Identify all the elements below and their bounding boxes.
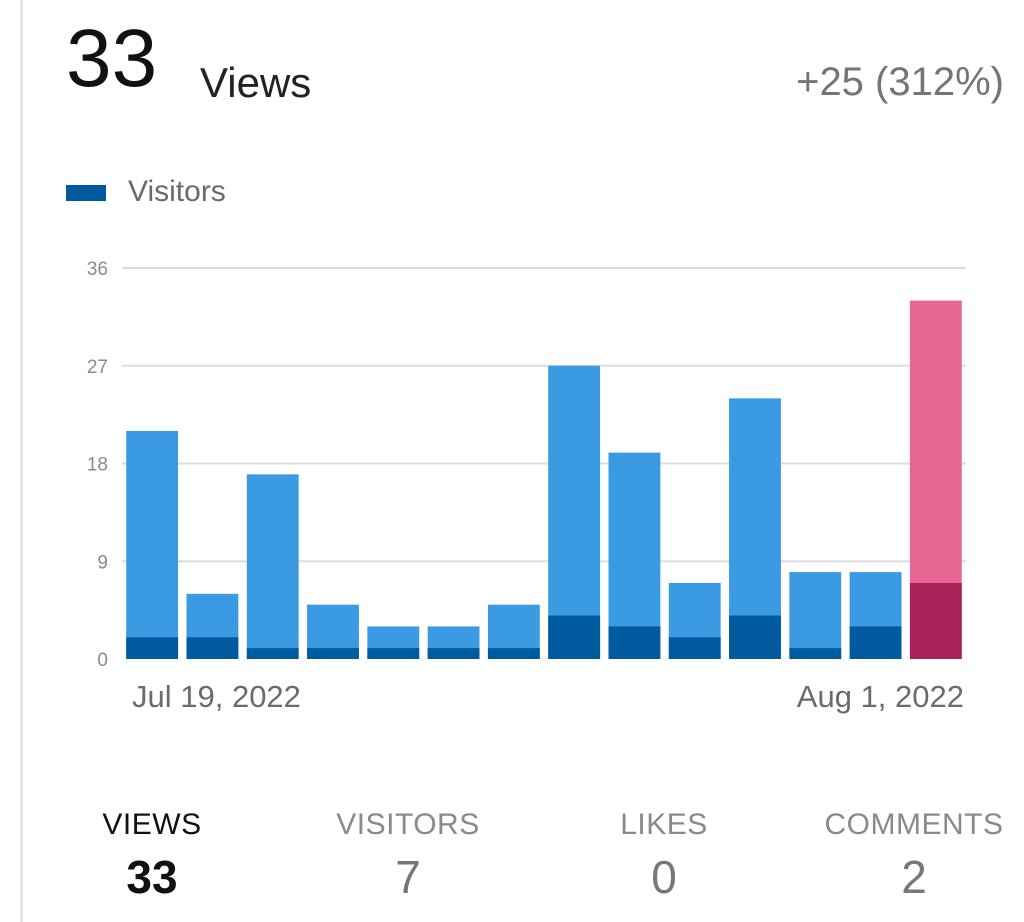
legend-swatch-visitors (66, 185, 106, 201)
stat-visitors-value: 7 (395, 851, 421, 903)
x-tick-label-start: Jul 19, 2022 (132, 679, 301, 714)
stat-comments-value: 2 (901, 851, 927, 903)
bar-visitors-14[interactable] (909, 582, 962, 659)
stat-likes[interactable]: LIKES 0 (554, 808, 774, 904)
left-divider (20, 0, 23, 922)
bar-views-3[interactable] (246, 474, 299, 659)
bar-visitors-6[interactable] (427, 648, 480, 659)
bar-visitors-2[interactable] (186, 637, 239, 659)
bar-views-1[interactable] (126, 430, 179, 659)
stat-views-label: VIEWS (102, 808, 202, 841)
y-tick-label: 18 (87, 455, 108, 476)
bar-visitors-8[interactable] (548, 615, 601, 659)
bar-visitors-12[interactable] (789, 648, 842, 659)
views-change: +25 (312%) (796, 60, 1004, 104)
bar-visitors-9[interactable] (608, 626, 661, 659)
bars (126, 300, 962, 659)
bar-visitors-4[interactable] (307, 648, 359, 659)
bar-visitors-5[interactable] (367, 648, 420, 659)
y-tick-label: 27 (87, 357, 108, 378)
y-tick-label: 0 (97, 650, 108, 671)
stat-likes-value: 0 (651, 851, 677, 903)
bar-views-9[interactable] (608, 452, 661, 659)
stat-likes-label: LIKES (620, 808, 708, 841)
bar-visitors-7[interactable] (487, 648, 540, 659)
stat-views[interactable]: VIEWS 33 (42, 808, 262, 904)
views-total: 33 (66, 13, 158, 104)
summary-header: 33 Views +25 (312%) (66, 18, 1004, 118)
bar-views-12[interactable] (789, 572, 842, 659)
stats-row: VIEWS 33 VISITORS 7 LIKES 0 COMMENTS 2 (0, 808, 1024, 922)
bar-visitors-10[interactable] (668, 637, 721, 659)
y-axis-ticks: 0 9 18 27 36 (87, 259, 108, 671)
y-tick-label: 9 (97, 552, 108, 573)
stat-visitors[interactable]: VISITORS 7 (298, 808, 518, 904)
stat-views-value: 33 (126, 851, 178, 903)
x-tick-label-end: Aug 1, 2022 (797, 679, 964, 714)
bar-visitors-13[interactable] (849, 626, 902, 659)
y-tick-label: 36 (87, 259, 108, 280)
bar-visitors-11[interactable] (729, 615, 781, 659)
bar-visitors-1[interactable] (126, 637, 179, 659)
bar-views-8[interactable] (548, 365, 601, 659)
stat-visitors-label: VISITORS (336, 808, 480, 841)
bar-visitors-3[interactable] (246, 648, 299, 659)
views-unit-label: Views (200, 59, 312, 106)
stat-comments-label: COMMENTS (824, 808, 1004, 841)
legend-label-visitors: Visitors (128, 175, 226, 208)
views-bar-chart: 0 9 18 27 36 Jul 19, 2022 Aug 1, 2022 (87, 259, 966, 714)
stat-comments[interactable]: COMMENTS 2 (804, 808, 1024, 904)
